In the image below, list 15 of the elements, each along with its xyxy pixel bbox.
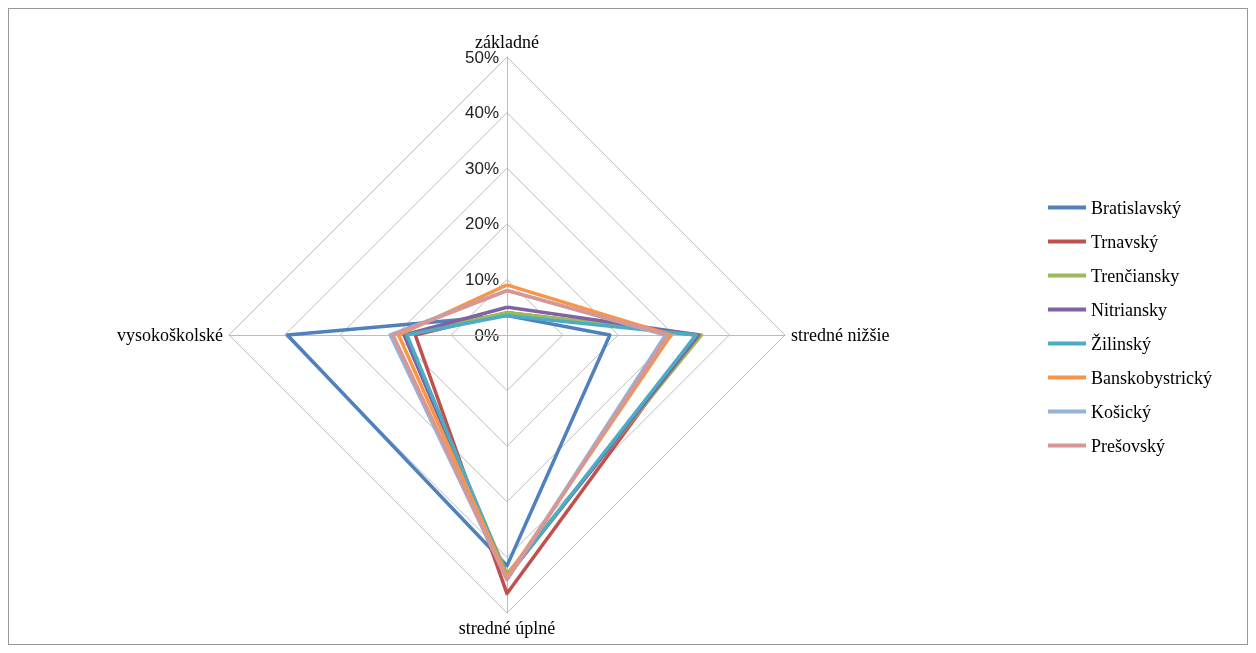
legend-label: Žilinský bbox=[1091, 332, 1152, 354]
spoke-label: stredné nižšie bbox=[791, 325, 890, 345]
legend-label: Trenčiansky bbox=[1091, 265, 1180, 286]
spoke-label: vysokoškolské bbox=[116, 325, 223, 345]
legend-label: Nitriansky bbox=[1091, 299, 1168, 320]
legend-label: Bratislavský bbox=[1091, 197, 1182, 218]
legend-label: Trnavský bbox=[1091, 231, 1159, 252]
y-tick-label: 30% bbox=[464, 158, 499, 178]
y-tick-label: 10% bbox=[464, 269, 499, 289]
legend-label: Košický bbox=[1091, 401, 1152, 422]
spoke-label: stredné úplné bbox=[458, 618, 556, 638]
legend-label: Prešovský bbox=[1091, 435, 1166, 456]
y-tick-label: 20% bbox=[464, 214, 499, 234]
y-tick-label: 40% bbox=[464, 103, 499, 123]
legend-label: Banskobystrický bbox=[1091, 367, 1213, 388]
